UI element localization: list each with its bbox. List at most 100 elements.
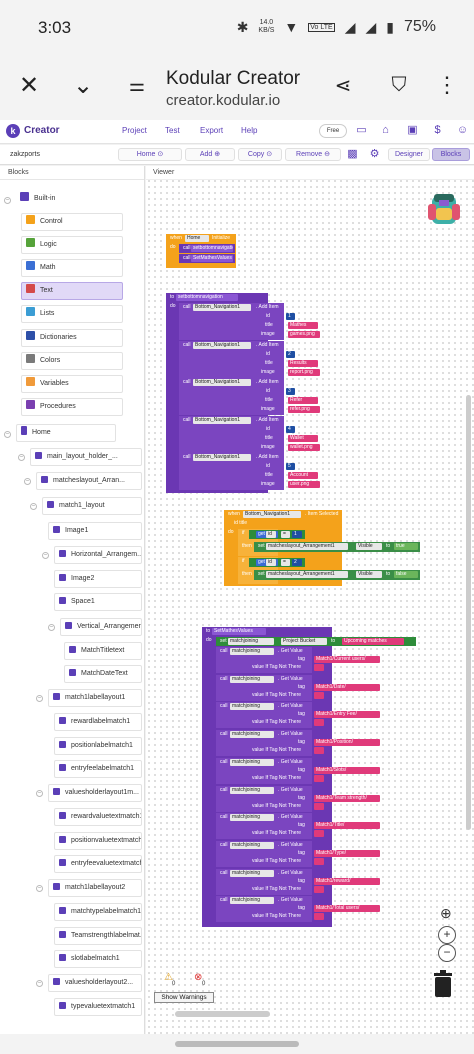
blocks-tab[interactable]: Blocks bbox=[432, 148, 470, 161]
preview-icon[interactable]: ▩ bbox=[347, 148, 358, 160]
component-item[interactable]: Image1 bbox=[48, 522, 142, 540]
component-dropdown[interactable]: matchjoining bbox=[230, 731, 274, 739]
builtin-control[interactable]: Control bbox=[21, 213, 123, 231]
component-item[interactable]: entryfeevaluetextmatch1 bbox=[54, 855, 142, 873]
builtin-math[interactable]: Math bbox=[21, 259, 123, 278]
dollar-icon[interactable]: $ bbox=[434, 124, 441, 136]
builtin-lists[interactable]: Lists bbox=[21, 305, 123, 324]
component-item[interactable]: typevaluetextmatch1 bbox=[54, 998, 142, 1016]
component-item[interactable]: positionvaluetextmatch1 bbox=[54, 832, 142, 850]
text-block[interactable]: Match1/Slots/ bbox=[314, 766, 380, 774]
collapse-toggle[interactable]: – bbox=[36, 695, 43, 702]
text-block[interactable]: Mathes bbox=[288, 322, 318, 329]
text-block[interactable]: Match1/reward/ bbox=[314, 877, 380, 885]
collapse-toggle[interactable]: – bbox=[30, 503, 37, 510]
component-dropdown[interactable]: matchjoining bbox=[230, 869, 274, 877]
component-item[interactable]: valuesholderlayout2... bbox=[48, 974, 142, 992]
property-dropdown[interactable]: Project Bucket bbox=[281, 638, 327, 645]
collapse-toggle[interactable]: – bbox=[36, 980, 43, 987]
number-block[interactable]: 2 bbox=[286, 350, 295, 358]
add-screen-button[interactable]: Add ⊕ bbox=[185, 148, 235, 161]
component-item[interactable]: rewardvaluetextmatch1 bbox=[54, 808, 142, 826]
text-block[interactable]: user.png bbox=[288, 481, 320, 488]
procedure-name[interactable]: setbottomnavigation bbox=[176, 294, 238, 301]
boolean-block[interactable]: true bbox=[394, 543, 418, 550]
empty-text-block[interactable] bbox=[314, 691, 324, 699]
operator-dropdown[interactable]: = bbox=[281, 559, 290, 566]
menu-test[interactable]: Test bbox=[165, 126, 180, 135]
number-block[interactable]: 4 bbox=[286, 425, 295, 433]
component-dropdown[interactable]: Bottom_Navigation1 bbox=[193, 454, 251, 461]
collapse-toggle[interactable]: – bbox=[4, 197, 11, 204]
text-block[interactable]: report.png bbox=[288, 368, 320, 376]
component-item[interactable]: MatchTitletext bbox=[64, 642, 142, 660]
empty-text-block[interactable] bbox=[314, 719, 324, 727]
component-dropdown[interactable]: matchjoining bbox=[230, 897, 274, 905]
text-block[interactable]: Match1/Team strength/ bbox=[314, 794, 380, 802]
component-item[interactable]: entryfeelabelmatch1 bbox=[54, 760, 142, 778]
component-dropdown[interactable]: Bottom_Navigation1 bbox=[243, 511, 301, 518]
backpack-icon[interactable] bbox=[424, 192, 464, 228]
free-badge[interactable]: Free bbox=[319, 124, 347, 138]
zoom-in-icon[interactable]: + bbox=[438, 926, 456, 944]
collapse-toggle[interactable]: – bbox=[24, 478, 31, 485]
component-item[interactable]: match1labellayout2 bbox=[48, 879, 142, 897]
component-dropdown[interactable]: Bottom_Navigation1 bbox=[193, 416, 251, 424]
empty-text-block[interactable] bbox=[314, 747, 324, 755]
component-item[interactable]: match1labellayout1 bbox=[48, 689, 142, 707]
builtin-header[interactable]: Built-in bbox=[16, 191, 116, 209]
number-block[interactable]: 2 bbox=[292, 559, 302, 566]
zoom-out-icon[interactable]: − bbox=[438, 944, 456, 962]
component-item[interactable]: slotlabelmatch1 bbox=[54, 950, 142, 968]
component-dropdown[interactable]: Bottom_Navigation1 bbox=[193, 304, 251, 311]
copy-screen-button[interactable]: Copy ⊙ bbox=[238, 148, 282, 161]
collapse-toggle[interactable]: – bbox=[42, 552, 49, 559]
component-item[interactable]: rewardlabelmatch1 bbox=[54, 713, 142, 731]
menu-project[interactable]: Project bbox=[122, 126, 147, 135]
builtin-variables[interactable]: Variables bbox=[21, 374, 123, 393]
more-icon[interactable]: ⋮ bbox=[436, 72, 458, 97]
remove-screen-button[interactable]: Remove ⊖ bbox=[285, 148, 341, 161]
text-block[interactable]: Match1/Total users/ bbox=[314, 905, 380, 913]
text-block[interactable]: Match1/Entry Fee/ bbox=[314, 711, 380, 719]
number-block[interactable]: 1 bbox=[286, 313, 295, 320]
text-block[interactable]: Match1/Title/ bbox=[314, 822, 380, 830]
show-warnings-button[interactable]: Show Warnings bbox=[154, 992, 214, 1003]
text-block[interactable]: games.png bbox=[288, 331, 320, 338]
account-icon[interactable]: ☺ bbox=[456, 124, 469, 136]
center-icon[interactable]: ⊕ bbox=[440, 905, 452, 921]
component-item[interactable]: positionlabelmatch1 bbox=[54, 737, 142, 755]
procedure-name[interactable]: SetMathesValues bbox=[191, 255, 233, 262]
gesture-pill[interactable] bbox=[175, 1041, 299, 1047]
text-block[interactable]: Upcoming matches bbox=[342, 638, 404, 645]
number-block[interactable]: 3 bbox=[286, 388, 295, 395]
component-dropdown[interactable]: matchjoining bbox=[230, 648, 274, 655]
component-item[interactable]: Image2 bbox=[54, 570, 142, 588]
component-item[interactable]: Space1 bbox=[54, 593, 142, 611]
collapse-toggle[interactable]: – bbox=[4, 431, 11, 438]
vertical-scrollbar[interactable] bbox=[466, 395, 471, 830]
text-block[interactable]: refer.png bbox=[288, 406, 320, 413]
component-item[interactable]: valuesholderlayout1m... bbox=[48, 784, 142, 802]
store-icon[interactable]: ⌂ bbox=[382, 124, 389, 136]
empty-text-block[interactable] bbox=[314, 830, 324, 838]
procedure-name[interactable]: setbottomnavigation bbox=[191, 245, 233, 252]
variable-dropdown[interactable]: id bbox=[266, 559, 276, 566]
text-block[interactable]: Results bbox=[288, 359, 318, 367]
builtin-colors[interactable]: Colors bbox=[21, 351, 123, 370]
horizontal-scrollbar[interactable] bbox=[175, 1011, 270, 1017]
folder-icon[interactable]: ▭ bbox=[356, 124, 367, 136]
component-item[interactable]: matchtypelabelmatch1 bbox=[54, 903, 142, 921]
text-block[interactable]: Match1/Date/ bbox=[314, 683, 380, 691]
trash-icon[interactable] bbox=[432, 970, 454, 998]
menu-export[interactable]: Export bbox=[200, 126, 224, 135]
property-dropdown[interactable]: Visible bbox=[356, 543, 382, 550]
text-block[interactable]: Account bbox=[288, 472, 318, 479]
component-item[interactable]: main_layout_holder_... bbox=[30, 448, 142, 466]
empty-text-block[interactable] bbox=[314, 664, 324, 671]
component-dropdown[interactable]: matchjoining bbox=[230, 675, 274, 683]
site-settings-icon[interactable]: ⚌ bbox=[128, 74, 146, 95]
collapse-toggle[interactable]: – bbox=[36, 790, 43, 797]
text-block[interactable]: Refer bbox=[288, 397, 318, 404]
text-block[interactable]: Match1/Position/ bbox=[314, 739, 380, 747]
